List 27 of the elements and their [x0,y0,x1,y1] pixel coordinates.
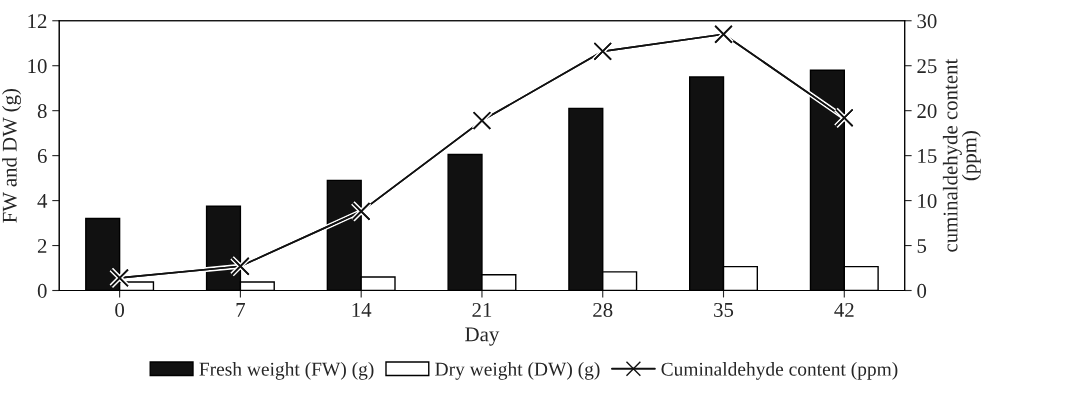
y2-axis-title: cuminaldehyde content (ppm) [942,58,981,252]
y-tick-label: 6 [37,149,47,164]
x-tick-label: 7 [236,303,246,317]
y2-tick-label: 10 [918,193,937,209]
y-tick-label: 10 [28,59,47,74]
y-tick-label: 0 [37,283,47,298]
y2-tick-label: 15 [918,149,937,164]
y-tick-label: 4 [37,194,48,208]
y2-tick-label: 0 [917,283,927,298]
y2-tick-label: 25 [917,59,937,74]
x-tick-label: 21 [472,302,492,317]
x-tick-label: 35 [714,302,734,317]
x-axis-title: Day [465,327,500,346]
y2-tick-label: 20 [917,104,937,119]
x-tick-label: 28 [593,302,613,317]
y2-tick-label: 5 [917,239,927,253]
x-tick-label: 42 [834,302,854,317]
legend-label: Dry weight (DW) (g) [435,362,600,380]
y2-tick-label: 30 [917,14,937,29]
y-tick-label: 12 [28,14,47,28]
x-tick-label: 0 [115,302,125,317]
legend-label: Cuminaldehyde content (ppm) [661,362,898,380]
y-axis-title: FW and DW (g) [2,88,22,223]
y-tick-label: 8 [37,104,47,119]
legend-label: Fresh weight (FW) (g) [199,362,374,380]
x-tick-label: 14 [352,303,372,317]
y-tick-label: 2 [37,238,47,253]
